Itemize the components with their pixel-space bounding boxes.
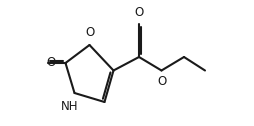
Text: O: O bbox=[46, 56, 55, 70]
Text: NH: NH bbox=[61, 101, 79, 114]
Text: O: O bbox=[157, 75, 166, 88]
Text: O: O bbox=[85, 26, 94, 39]
Text: O: O bbox=[134, 7, 144, 20]
